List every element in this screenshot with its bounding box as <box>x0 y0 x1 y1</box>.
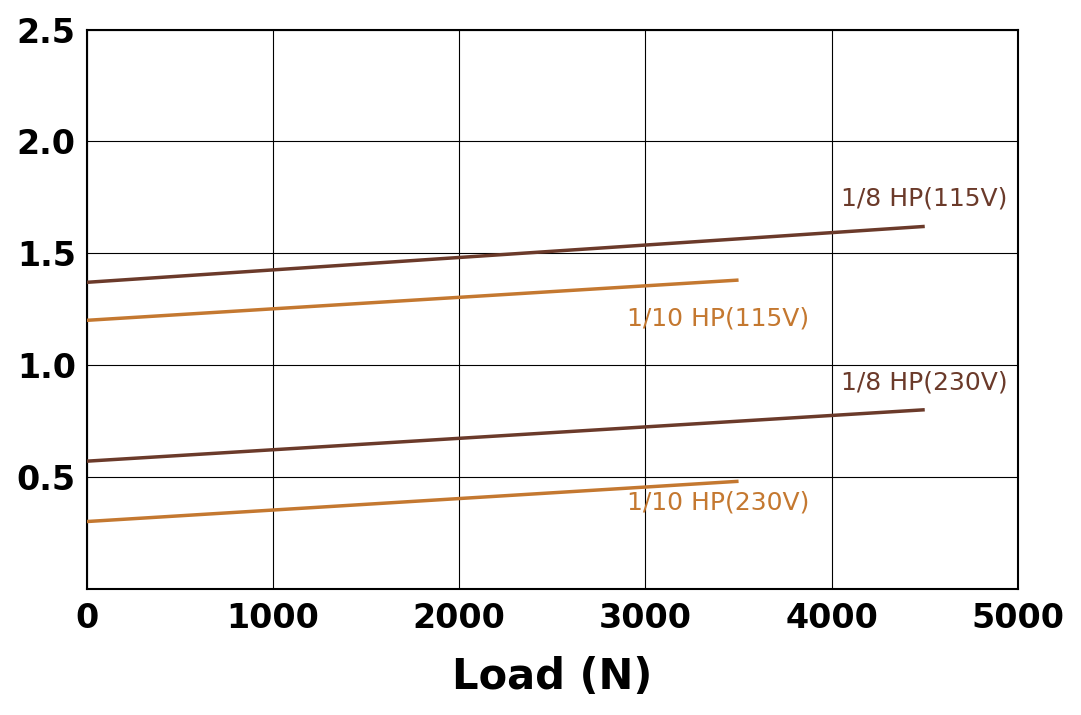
Text: 1/8 HP(230V): 1/8 HP(230V) <box>841 370 1007 394</box>
Text: 1/8 HP(115V): 1/8 HP(115V) <box>841 187 1007 211</box>
Text: 1/10 HP(115V): 1/10 HP(115V) <box>627 307 809 331</box>
Text: 1/10 HP(230V): 1/10 HP(230V) <box>627 490 810 514</box>
X-axis label: Load (N): Load (N) <box>452 656 653 699</box>
